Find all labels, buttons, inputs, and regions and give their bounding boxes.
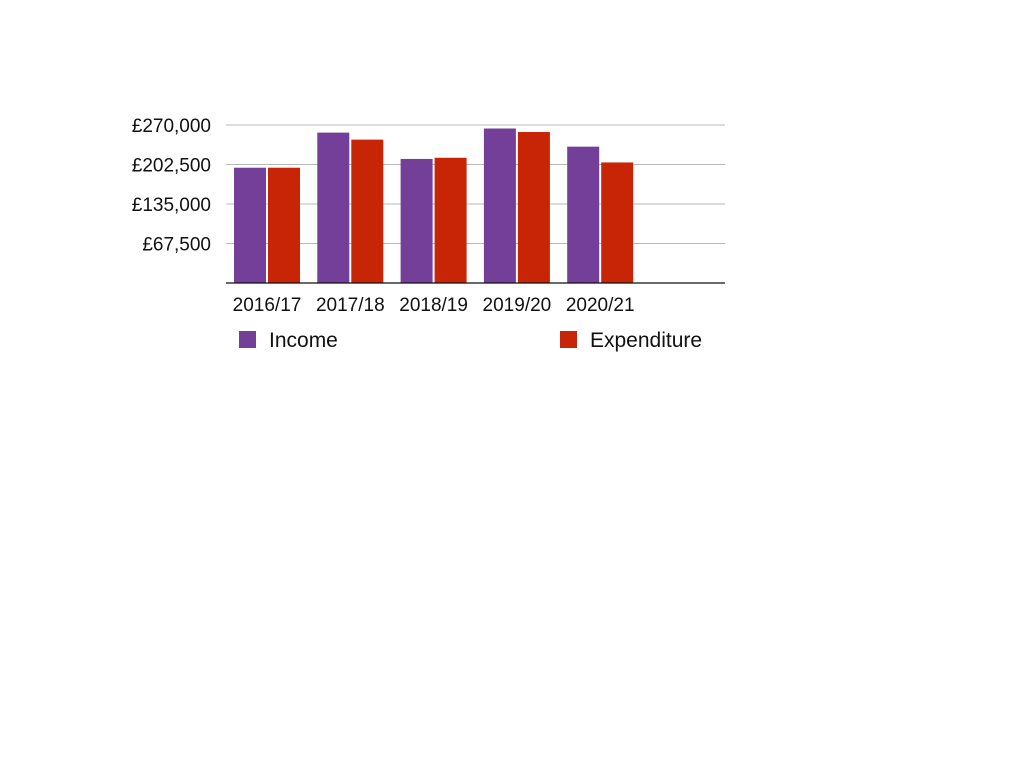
bar-income-2020-21	[567, 146, 600, 283]
bar-expenditure-2018-19	[434, 157, 467, 283]
legend-swatch-income	[239, 331, 256, 348]
y-tick-label: £135,000	[132, 195, 211, 216]
legend-label-income: Income	[269, 329, 338, 352]
legend-label-expenditure: Expenditure	[590, 329, 702, 352]
y-axis-tick-labels: £67,500 £135,000 £202,500 £270,000	[132, 116, 211, 256]
x-tick-label: 2017/18	[316, 295, 385, 316]
bar-expenditure-2020-21	[601, 162, 634, 283]
x-tick-label: 2019/20	[483, 295, 552, 316]
x-tick-label: 2020/21	[566, 295, 635, 316]
bar-expenditure-2019-20	[517, 132, 550, 283]
y-tick-label: £202,500	[132, 156, 211, 177]
bar-expenditure-2016-17	[268, 167, 300, 283]
x-tick-label: 2016/17	[233, 295, 302, 316]
bars	[234, 128, 634, 283]
bar-income-2017-18	[317, 132, 350, 283]
x-tick-label: 2018/19	[399, 295, 468, 316]
bar-expenditure-2017-18	[351, 139, 384, 283]
y-tick-label: £67,500	[142, 235, 211, 256]
gridlines	[226, 124, 725, 244]
bar-income-2019-20	[483, 128, 516, 283]
y-tick-label: £270,000	[132, 116, 211, 137]
x-axis-tick-labels: 2016/17 2017/18 2018/19 2019/20 2020/21	[233, 295, 635, 316]
bar-income-2016-17	[234, 167, 266, 283]
legend: Income Expenditure	[239, 329, 702, 352]
bar-income-2018-19	[400, 158, 433, 283]
legend-swatch-expenditure	[560, 331, 577, 348]
